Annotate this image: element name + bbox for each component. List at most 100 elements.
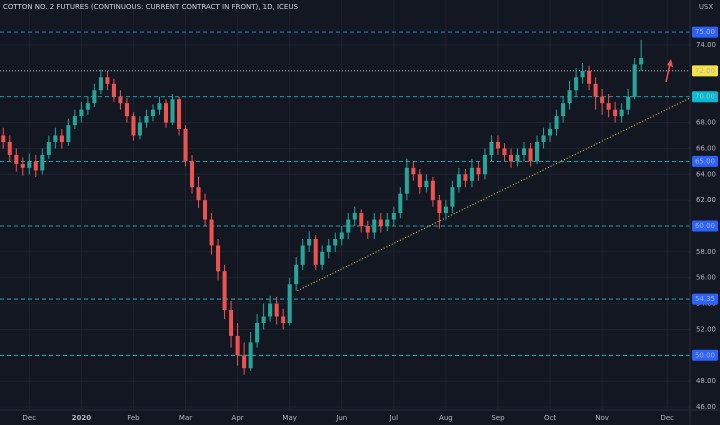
y-tick-label: 64.00: [696, 170, 716, 178]
candle-body: [261, 316, 266, 323]
candle-body: [352, 213, 357, 220]
x-tick-label: Nov: [595, 414, 609, 422]
candle-body: [124, 103, 129, 117]
candle-body: [398, 193, 403, 214]
candle-body: [333, 238, 338, 246]
candle-body: [118, 96, 123, 104]
candle-body: [137, 122, 142, 136]
candle-body: [66, 125, 71, 142]
candle-body: [274, 303, 279, 317]
candle-body: [170, 99, 175, 123]
x-tick-label: May: [282, 414, 296, 422]
candle-body: [639, 57, 644, 65]
candle-body: [580, 70, 585, 78]
axis: 46.0048.0050.0052.0054.0056.0058.0060.00…: [23, 26, 718, 422]
x-tick-label: Apr: [232, 414, 244, 422]
candle-body: [561, 103, 566, 117]
arrow-annotation: [665, 59, 673, 83]
candle-body: [79, 109, 84, 117]
candle-body: [619, 109, 624, 117]
x-tick-label: Sep: [491, 414, 505, 422]
y-tick-label: 48.00: [696, 377, 716, 385]
level-label-box: [692, 293, 718, 305]
level-label: 72.00: [695, 67, 715, 75]
candle-body: [443, 206, 448, 214]
x-tick-label: Jul: [389, 414, 399, 422]
x-tick-label: Aug: [439, 414, 453, 422]
candle-body: [632, 64, 637, 97]
level-label: 54.35: [695, 295, 715, 303]
candle-body: [613, 109, 618, 117]
candle-body: [27, 161, 32, 168]
candle-body: [255, 322, 260, 343]
candle-body: [437, 200, 442, 214]
level-label-box: [692, 220, 718, 232]
y-tick-label: 74.00: [696, 41, 716, 49]
candle-body: [176, 99, 182, 130]
candle-body: [495, 141, 500, 149]
chart-title: COTTON NO. 2 FUTURES (CONTINUOUS: CURREN…: [3, 3, 298, 11]
candle-body: [320, 251, 325, 265]
candle-body: [430, 180, 435, 201]
candle-body: [20, 163, 25, 168]
candle-body: [535, 141, 540, 162]
candle-body: [183, 129, 188, 162]
candle-body: [326, 245, 331, 252]
candle-body: [268, 303, 273, 317]
candle-body: [456, 174, 461, 188]
candle-body: [469, 167, 474, 181]
level-label: 65.00: [695, 157, 715, 165]
y-tick-label: 66.00: [696, 144, 716, 152]
x-tick-label: Dec: [23, 414, 37, 422]
candle-body: [229, 310, 234, 336]
candle-body: [528, 148, 533, 162]
trendline: [297, 97, 691, 292]
candle-body: [541, 135, 546, 142]
candle-body: [489, 141, 494, 155]
y-tick-label: 62.00: [696, 196, 716, 204]
candle-body: [222, 271, 227, 311]
candle-body: [606, 103, 611, 110]
candle-body: [600, 96, 605, 104]
y-tick-label: 52.00: [696, 325, 716, 333]
candle-body: [404, 167, 409, 194]
candle-body: [411, 167, 416, 175]
candle-body: [281, 316, 286, 323]
candle-body: [593, 83, 598, 97]
x-tick-label: Feb: [127, 414, 140, 422]
candle-body: [626, 96, 631, 110]
candle-body: [216, 245, 221, 272]
candle-body: [450, 187, 455, 207]
candle-body: [209, 219, 214, 246]
candle-body: [59, 135, 64, 142]
candle-body: [359, 213, 364, 227]
candle-body: [554, 116, 559, 130]
candle-body: [111, 83, 116, 97]
y-tick-label: 46.00: [696, 403, 716, 411]
level-label-box: [692, 65, 718, 77]
candle-body: [72, 116, 77, 126]
candle-body: [385, 219, 390, 227]
candle-body: [7, 141, 12, 155]
candle-body: [417, 174, 422, 188]
level-label-box: [692, 349, 718, 361]
y-tick-label: 68.00: [696, 119, 716, 127]
level-label: 60.00: [695, 222, 715, 230]
candle-body: [365, 226, 370, 233]
x-tick-label: Oct: [544, 414, 556, 422]
candle-body: [515, 154, 520, 162]
x-tick-label: Dec: [660, 414, 674, 422]
candle-body: [372, 219, 377, 233]
candle-body: [378, 219, 383, 227]
level-label: 50.00: [695, 351, 715, 359]
candle-body: [248, 342, 253, 369]
candle-body: [424, 180, 429, 188]
candle-body: [346, 219, 351, 233]
candle-body: [131, 116, 136, 136]
x-tick-label: Jun: [335, 414, 347, 422]
candle-body: [92, 90, 97, 104]
candle-body: [339, 232, 344, 239]
candle-body: [85, 103, 90, 110]
